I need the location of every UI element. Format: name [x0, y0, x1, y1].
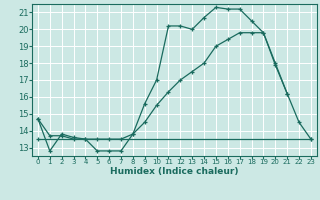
- X-axis label: Humidex (Indice chaleur): Humidex (Indice chaleur): [110, 167, 239, 176]
